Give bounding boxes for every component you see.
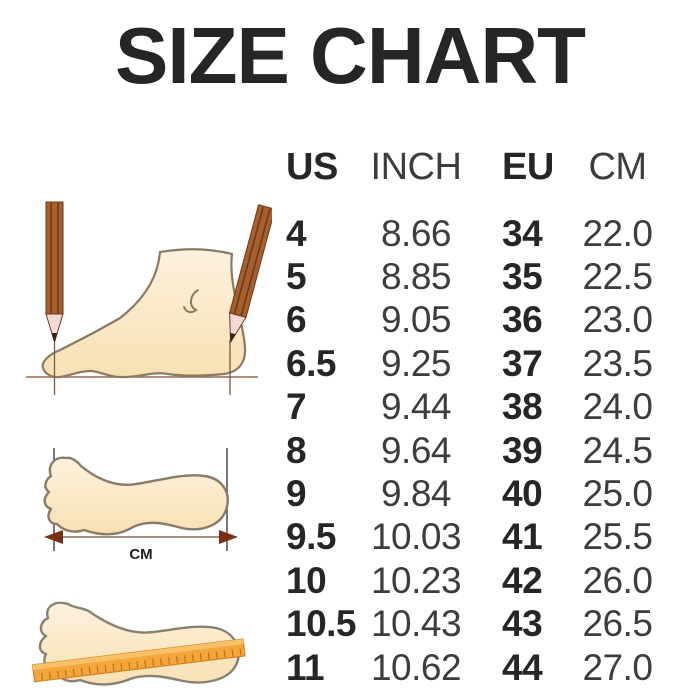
cell-us: 5: [286, 256, 307, 298]
cell-eu: 41: [502, 516, 543, 558]
pencil-icon: [45, 201, 64, 395]
table-row: 5 8.85 35 22.5: [280, 255, 680, 298]
table-row: 9 9.84 40 25.0: [280, 472, 680, 515]
ruler-icon: [31, 638, 246, 683]
foot-icon: [41, 248, 247, 379]
cell-inch: 10.62: [370, 646, 462, 688]
column-header-cm: CM: [588, 146, 647, 188]
table-row: 6 9.05 36 23.0: [280, 299, 680, 342]
cell-cm: 23.5: [582, 342, 653, 384]
cell-cm: 25.5: [582, 516, 653, 558]
cm-label: CM: [129, 546, 152, 563]
cell-inch: 9.64: [380, 429, 452, 471]
cell-eu: 42: [502, 559, 543, 601]
cell-eu: 35: [502, 256, 543, 298]
foot-measure-illustration: [26, 201, 272, 395]
table-row: 10.5 10.43 43 26.5: [280, 603, 680, 646]
cell-eu: 36: [502, 299, 543, 341]
cell-inch: 10.03: [370, 516, 462, 558]
cell-inch: 10.23: [370, 559, 462, 601]
cell-cm: 24.0: [582, 386, 653, 428]
footprint-icon: [43, 456, 229, 536]
footprint-length-illustration: CM: [43, 448, 238, 563]
cell-cm: 22.0: [582, 212, 653, 254]
table-header-row: US INCH EU CM: [280, 146, 680, 212]
table-row: 8 9.64 39 24.5: [280, 429, 680, 472]
cell-us: 7: [286, 386, 307, 428]
cell-us: 6.5: [286, 342, 336, 384]
cell-eu: 38: [502, 386, 543, 428]
footprint-ruler-illustration: [31, 601, 246, 686]
cell-us: 11: [286, 646, 325, 688]
cell-eu: 43: [502, 603, 543, 645]
cell-us: 9: [286, 473, 307, 515]
ankle-detail: [183, 289, 199, 314]
cell-eu: 37: [502, 342, 543, 384]
cell-cm: 26.5: [582, 603, 653, 645]
table-row: 4 8.66 34 22.0: [280, 212, 680, 255]
cell-cm: 25.0: [582, 473, 653, 515]
cell-inch: 8.66: [380, 212, 452, 254]
cell-cm: 27.0: [582, 646, 653, 688]
cell-eu: 34: [502, 212, 543, 254]
column-header-us: US: [286, 146, 338, 188]
cell-inch: 10.43: [370, 603, 462, 645]
cell-inch: 9.05: [380, 299, 452, 341]
table-row: 11 10.62 44 27.0: [280, 646, 680, 689]
table-row: 7 9.44 38 24.0: [280, 386, 680, 429]
cell-cm: 26.0: [582, 559, 653, 601]
cell-cm: 23.0: [582, 299, 653, 341]
column-header-eu: EU: [502, 146, 554, 188]
table-row: 9.5 10.03 41 25.5: [280, 516, 680, 559]
cell-us: 10: [286, 559, 327, 601]
table-row: 6.5 9.25 37 23.5: [280, 342, 680, 385]
cell-inch: 9.25: [380, 342, 452, 384]
cell-eu: 40: [502, 473, 543, 515]
cell-eu: 44: [502, 646, 543, 688]
pencil-icon: [228, 204, 272, 344]
cell-us: 9.5: [286, 516, 336, 558]
page-title: SIZE CHART: [115, 11, 586, 100]
cell-eu: 39: [502, 429, 543, 471]
cell-us: 4: [286, 212, 307, 254]
cell-inch: 9.44: [380, 386, 452, 428]
cell-us: 10.5: [286, 603, 357, 645]
cell-us: 8: [286, 429, 307, 471]
cell-inch: 9.84: [380, 473, 452, 515]
cell-inch: 8.85: [380, 256, 452, 298]
cell-us: 6: [286, 299, 307, 341]
size-table: US INCH EU CM 4 8.66 34 22.0 5 8.85 35 2…: [280, 146, 680, 689]
cell-cm: 22.5: [582, 256, 653, 298]
column-header-inch: INCH: [370, 146, 462, 188]
table-row: 10 10.23 42 26.0: [280, 559, 680, 602]
cell-cm: 24.5: [582, 429, 653, 471]
length-arrow: [44, 530, 238, 544]
